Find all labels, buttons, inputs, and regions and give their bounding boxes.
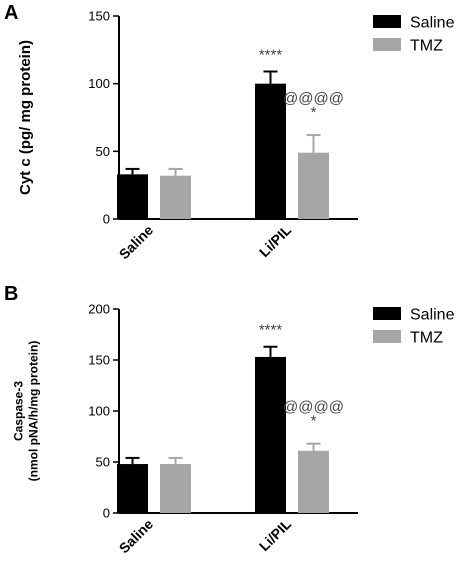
y-tick-label-b-0: 0 [103, 506, 110, 521]
x-tick-label-b-0: Saline [116, 516, 157, 557]
legend-swatch-a-tmz [373, 38, 401, 51]
legend-label-a-saline: Saline [410, 15, 455, 32]
bar-b-tmz-0 [160, 464, 191, 513]
legend-swatch-b-saline [373, 307, 401, 320]
annotation-a-tmz-1: * [311, 104, 317, 121]
y-tick-label-a-1: 50 [96, 144, 110, 159]
y-tick-label-a-0: 0 [103, 212, 110, 227]
annotation-a-saline-0: **** [259, 46, 283, 63]
y-tick-label-b-4: 200 [88, 302, 110, 317]
bar-b-tmz-1 [298, 450, 329, 513]
legend-label-a-tmz: TMZ [410, 38, 443, 55]
annotation-b-tmz-0: @@@@ [283, 399, 344, 416]
legend-swatch-b-tmz [373, 330, 401, 343]
panel-letter-b: B [4, 283, 18, 305]
bar-a-saline-0 [117, 174, 148, 219]
chart-panel-b: 0 50 100 150 200 Caspase-3 (nmol pNA/h/mg prot… [12, 302, 455, 557]
bar-b-saline-0 [117, 464, 148, 513]
bar-a-tmz-1 [298, 152, 329, 219]
bar-b-saline-1 [255, 356, 286, 513]
bar-a-tmz-0 [160, 175, 191, 219]
x-tick-label-b-1: Li/PIL [256, 516, 295, 555]
x-tick-label-a-0: Saline [116, 222, 157, 263]
annotation-a-tmz-0: @@@@ [283, 90, 344, 107]
y-tick-label-b-2: 100 [88, 404, 110, 419]
y-tick-label-a-3: 150 [88, 9, 110, 24]
y-tick-label-b-3: 150 [88, 353, 110, 368]
panel-letter-a: A [4, 2, 18, 24]
y-tick-label-b-1: 50 [96, 455, 110, 470]
annotation-b-tmz-1: * [311, 413, 317, 430]
bar-a-saline-1 [255, 83, 286, 220]
y-axis-label-b-1: (nmol pNA/h/mg protein) [27, 341, 41, 482]
y-axis-label-b-0: Caspase-3 [12, 381, 26, 441]
y-tick-label-a-2: 100 [88, 76, 110, 91]
annotation-b-saline-0: **** [259, 322, 283, 339]
x-tick-label-a-1: Li/PIL [256, 222, 295, 261]
legend-label-b-tmz: TMZ [410, 330, 443, 347]
y-axis-label-a: Cyt c (pg/ mg protein) [17, 40, 34, 195]
legend-swatch-a-saline [373, 15, 401, 28]
legend-label-b-saline: Saline [410, 307, 455, 324]
